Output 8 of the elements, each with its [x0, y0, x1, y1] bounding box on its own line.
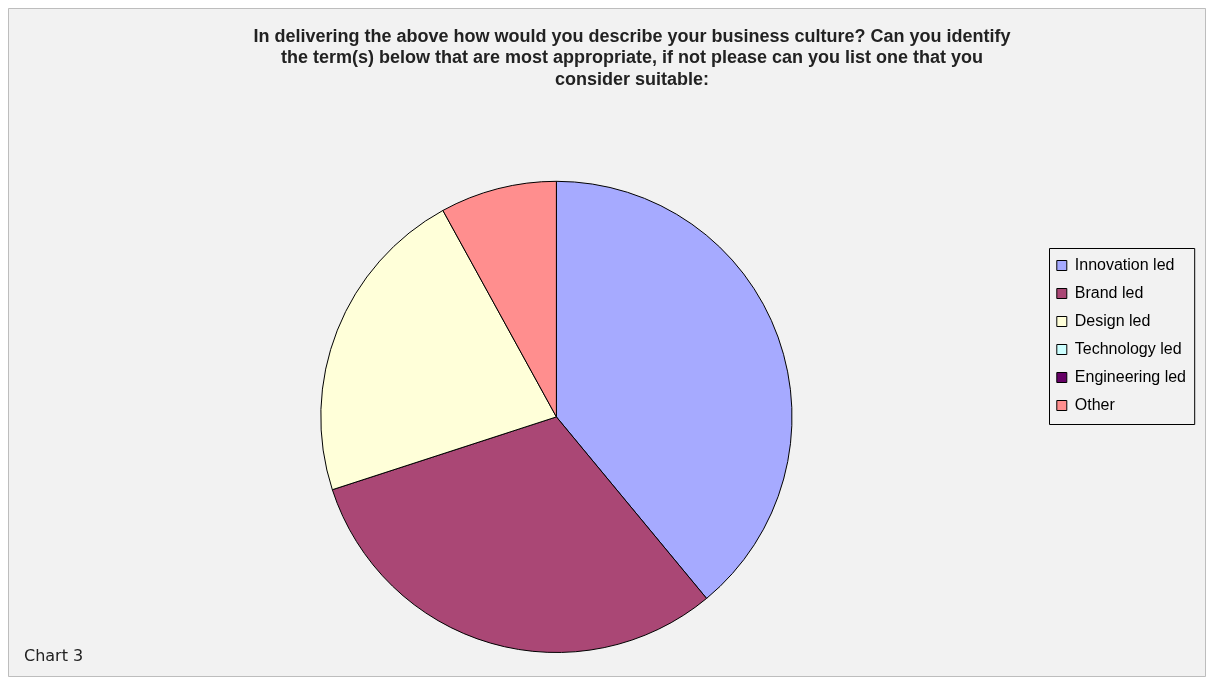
legend-label: Brand led [1074, 283, 1144, 301]
chart-title: In delivering the above how would you describe your business culture? Can you identify the term(s) below that are most appropriate, if not please can you list one that you consider suitable: [253, 25, 1011, 89]
caption: Chart 3 [24, 646, 84, 665]
legend-label: Design led [1074, 311, 1151, 329]
legend-label: Innovation led [1074, 255, 1175, 273]
legend-label: Engineering led [1074, 367, 1187, 385]
legend-label: Other [1074, 395, 1116, 413]
legend-label: Technology led [1074, 339, 1182, 357]
